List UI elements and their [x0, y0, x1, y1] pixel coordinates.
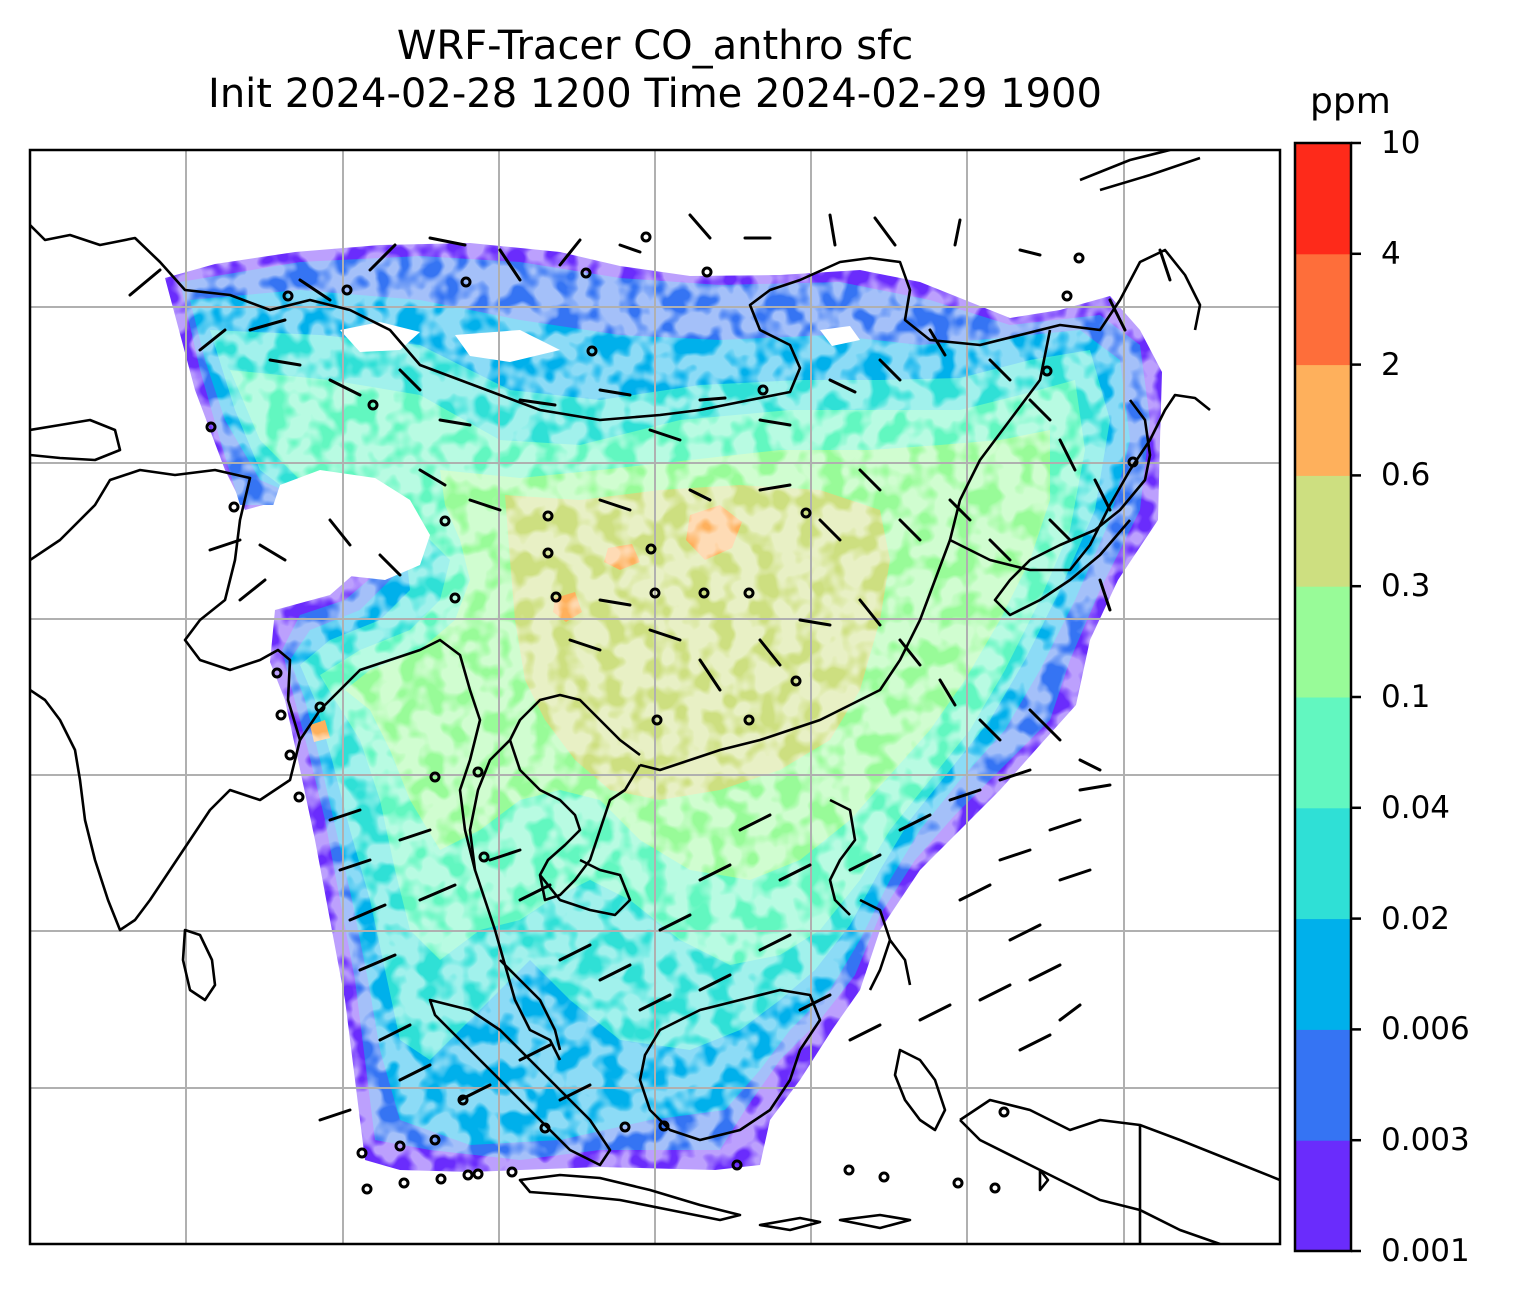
title-block: WRF-Tracer CO_anthro sfc Init 2024-02-28…: [30, 22, 1280, 118]
calm-markers: [205, 231, 1139, 1195]
colorbar-tick-label: 0.02: [1381, 900, 1451, 937]
colorbar-tick-label: 2: [1381, 346, 1401, 383]
colorbar-segment: [1295, 918, 1351, 1030]
colorbar-segment: [1295, 586, 1351, 698]
wind-barbs: [128, 213, 1172, 1122]
colorbar-segment: [1295, 1140, 1351, 1252]
colorbar-segment: [1295, 364, 1351, 476]
colorbar-tick-label: 0.001: [1381, 1233, 1470, 1269]
colorbar-segment: [1295, 143, 1351, 255]
colorbar-tick-label: 0.3: [1381, 568, 1431, 605]
coastlines-borders: [30, 150, 1280, 1244]
field-noise-overlay: [165, 243, 1165, 1173]
colorbar-tick-label: 0.006: [1381, 1011, 1470, 1048]
title-line-1: WRF-Tracer CO_anthro sfc: [396, 23, 914, 69]
colorbar-tick-label: 0.003: [1381, 1122, 1470, 1159]
colorbar-unit-label: ppm: [1310, 81, 1391, 122]
colorbar-tick-label: 0.04: [1381, 789, 1451, 826]
map-frame: [28, 148, 1282, 1246]
colorbar-tick-label: 10: [1381, 125, 1421, 161]
map-border: [28, 148, 1282, 1246]
colorbar-ticks: [1351, 141, 1361, 1253]
colorbar-segment: [1295, 475, 1351, 587]
colorbar-segment: [1295, 253, 1351, 366]
colorbar: [1293, 141, 1361, 1253]
colorbar-segment: [1295, 807, 1351, 920]
colorbar-segment: [1295, 697, 1351, 809]
colorbar-segments: [1295, 143, 1351, 1252]
colorbar-tick-label: 4: [1381, 235, 1401, 272]
title-line-2: Init 2024-02-28 1200 Time 2024-02-29 190…: [208, 71, 1102, 117]
colorbar-tick-label: 0.6: [1381, 457, 1431, 494]
colorbar-segment: [1295, 1029, 1351, 1141]
colorbar-tick-label: 0.1: [1381, 679, 1431, 715]
